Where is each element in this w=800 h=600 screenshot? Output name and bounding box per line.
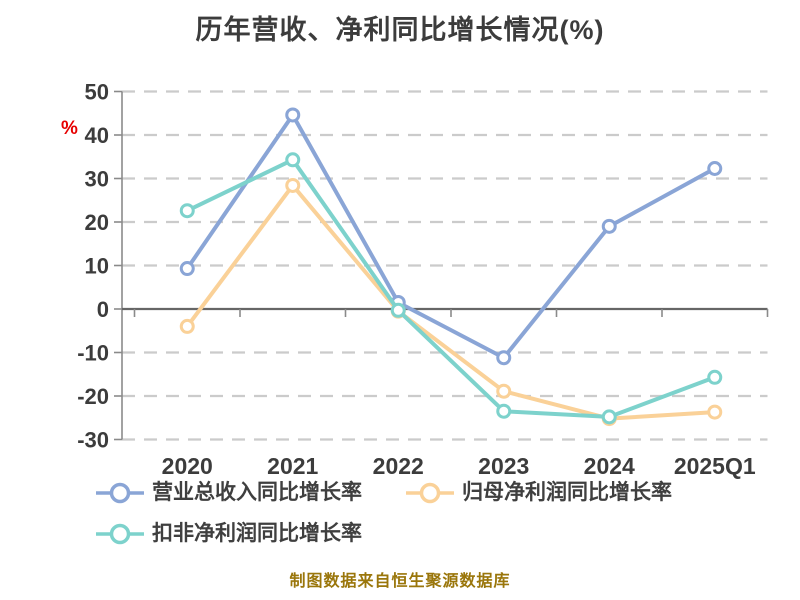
y-tick-label: 50 (85, 80, 109, 105)
data-point-marker (179, 261, 195, 277)
data-point-marker (390, 302, 406, 318)
data-point-marker (496, 403, 512, 419)
data-point-marker (179, 318, 195, 334)
x-tick-label: 2020 (162, 453, 213, 479)
legend-label: 归母净利润同比增长率 (462, 481, 672, 504)
data-point-marker (707, 160, 723, 176)
y-tick-label: 30 (85, 167, 109, 192)
legend-item-deducted-net-profit-growth[interactable]: 扣非净利润同比增长率 (95, 520, 362, 548)
data-source-note: 制图数据来自恒生聚源数据库 (289, 573, 511, 590)
y-tick-label: -20 (77, 384, 109, 409)
legend-marker-icon (96, 523, 144, 545)
series-line-1 (185, 183, 717, 421)
y-tick-label: 20 (85, 210, 109, 235)
chart-title: 历年营收、净利同比增长情况(%) (195, 15, 605, 45)
data-point-marker (285, 152, 301, 168)
legend-label: 扣非净利润同比增长率 (152, 522, 362, 545)
series-line-2 (185, 157, 717, 419)
x-tick-label: 2025Q1 (674, 453, 756, 479)
data-point-marker (285, 177, 301, 193)
data-point-marker (496, 383, 512, 399)
legend-marker-icon (96, 482, 144, 504)
x-tick-label: 2024 (584, 453, 635, 479)
y-tick-label: -10 (77, 341, 109, 366)
x-tick-label: 2022 (373, 453, 424, 479)
legend-item-revenue-growth[interactable]: 营业总收入同比增长率 (95, 479, 362, 507)
data-point-marker (496, 350, 512, 366)
x-tick-label: 2023 (478, 453, 529, 479)
legend-marker-icon (406, 482, 454, 504)
data-point-marker (601, 218, 617, 234)
data-point-marker (707, 404, 723, 420)
legend-label: 营业总收入同比增长率 (152, 481, 362, 504)
data-point-marker (285, 107, 301, 123)
data-point-marker (601, 409, 617, 425)
y-tick-label: 0 (97, 297, 109, 322)
series-line-0 (185, 112, 717, 360)
y-axis-unit-label: % (61, 118, 78, 139)
y-tick-label: 10 (85, 254, 109, 279)
x-tick-label: 2021 (267, 453, 318, 479)
data-point-marker (707, 369, 723, 385)
data-point-marker (179, 203, 195, 219)
y-tick-label: 40 (85, 123, 109, 148)
legend-item-net-profit-growth[interactable]: 归母净利润同比增长率 (405, 479, 672, 507)
y-tick-label: -30 (77, 428, 109, 453)
